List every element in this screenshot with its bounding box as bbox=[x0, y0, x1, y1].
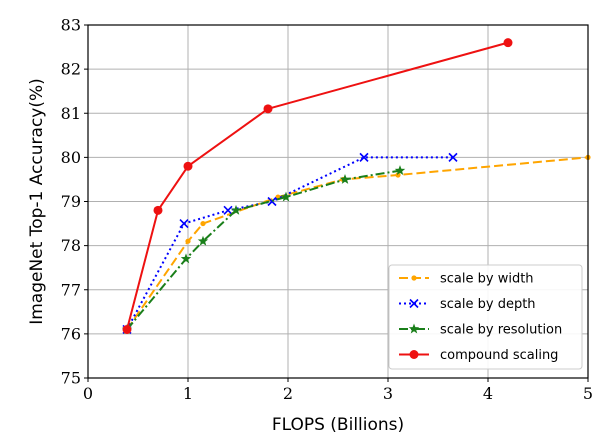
data-point-compound-scaling bbox=[503, 38, 513, 48]
legend-label-scale-by-resolution: scale by resolution bbox=[440, 323, 562, 338]
x-tick-labels: 0 1 2 3 4 5 bbox=[83, 378, 593, 403]
y-tick-label: 77 bbox=[61, 280, 81, 299]
y-tick-label: 80 bbox=[61, 148, 81, 167]
y-tick-label: 83 bbox=[61, 16, 81, 35]
data-point-scale-by-resolution bbox=[180, 253, 192, 264]
data-point-compound-scaling bbox=[122, 324, 132, 334]
series-group bbox=[121, 38, 591, 335]
legend-marker-compound-scaling bbox=[409, 350, 419, 359]
data-point-scale-by-width bbox=[200, 220, 206, 227]
legend-label-compound-scaling: compound scaling bbox=[440, 348, 558, 363]
data-point-compound-scaling bbox=[183, 161, 193, 171]
x-axis-label: FLOPS (Billions) bbox=[272, 415, 404, 435]
y-tick-label: 79 bbox=[61, 192, 81, 211]
x-tick-label: 4 bbox=[483, 384, 493, 403]
legend-label-scale-by-width: scale by width bbox=[440, 272, 534, 287]
legend-marker-scale-by-depth bbox=[409, 298, 419, 309]
data-point-scale-by-depth bbox=[359, 152, 369, 162]
legend-marker-scale-by-width bbox=[411, 275, 417, 281]
y-axis-label: ImageNet Top-1 Accuracy(%) bbox=[27, 78, 47, 325]
data-point-compound-scaling bbox=[153, 205, 163, 215]
x-tick-label: 2 bbox=[283, 384, 293, 403]
legend: scale by width scale by depth scale by res… bbox=[388, 264, 583, 370]
x-tick-label: 5 bbox=[583, 384, 593, 403]
legend-label-scale-by-depth: scale by depth bbox=[440, 297, 536, 312]
data-point-scale-by-resolution bbox=[339, 173, 351, 184]
legend-marker-scale-by-resolution bbox=[408, 323, 420, 334]
data-point-scale-by-resolution bbox=[280, 191, 292, 202]
data-point-scale-by-depth bbox=[448, 152, 458, 162]
y-tick-label: 82 bbox=[61, 60, 81, 79]
y-tick-label: 76 bbox=[61, 324, 81, 343]
y-tick-labels: 75 76 77 78 79 80 81 82 83 bbox=[61, 16, 88, 388]
data-point-scale-by-depth bbox=[223, 205, 233, 215]
series-line-scale-by-depth bbox=[126, 156, 453, 330]
x-tick-label: 0 bbox=[83, 384, 93, 403]
data-point-scale-by-resolution bbox=[230, 204, 242, 215]
x-tick-label: 3 bbox=[383, 384, 393, 403]
data-point-compound-scaling bbox=[263, 104, 273, 114]
data-point-scale-by-width bbox=[185, 238, 191, 244]
y-tick-label: 78 bbox=[61, 236, 81, 255]
x-tick-label: 1 bbox=[183, 384, 193, 403]
y-tick-label: 81 bbox=[61, 104, 81, 123]
series-scale-by-resolution bbox=[121, 165, 406, 334]
data-point-scale-by-depth bbox=[179, 218, 189, 229]
y-tick-label: 75 bbox=[61, 369, 81, 388]
data-point-scale-by-resolution bbox=[197, 235, 209, 246]
data-point-scale-by-depth bbox=[267, 196, 277, 207]
data-point-scale-by-resolution bbox=[394, 165, 406, 176]
series-compound-scaling bbox=[122, 38, 513, 334]
data-point-scale-by-width bbox=[395, 172, 401, 178]
legend-box bbox=[388, 264, 583, 370]
